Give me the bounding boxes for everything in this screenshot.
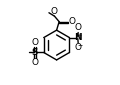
Text: O: O (75, 23, 82, 32)
Text: S: S (32, 48, 38, 57)
Text: O: O (31, 58, 39, 67)
Text: O: O (51, 7, 58, 16)
Text: O: O (31, 38, 39, 47)
Text: O: O (75, 44, 82, 52)
Text: N: N (74, 33, 82, 42)
Text: +: + (77, 33, 82, 38)
Text: −: − (77, 42, 82, 48)
Text: O: O (69, 17, 76, 26)
